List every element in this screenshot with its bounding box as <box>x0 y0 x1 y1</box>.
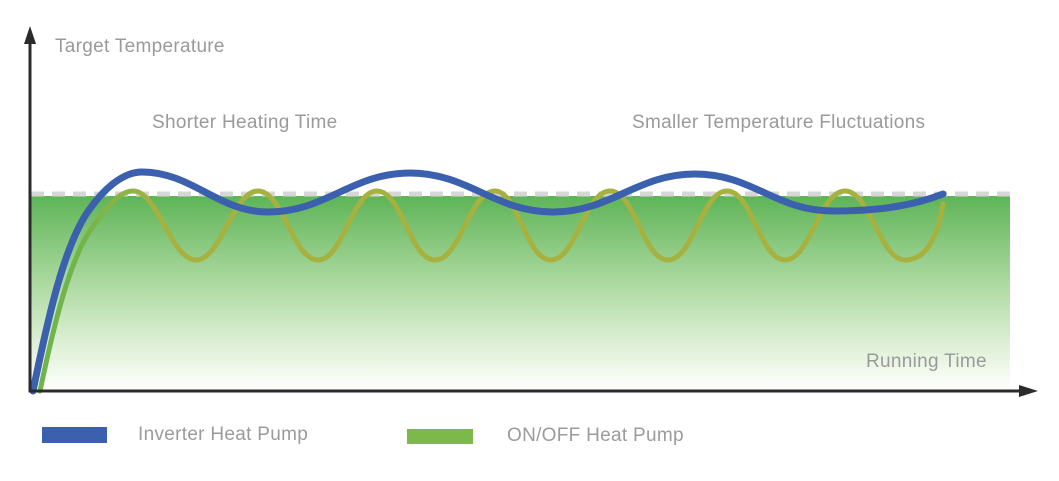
x-axis-arrow-icon <box>1019 385 1038 397</box>
y-axis-arrow-icon <box>24 26 36 44</box>
legend-label-inverter: Inverter Heat Pump <box>138 424 309 445</box>
legend-item-onoff: ON/OFF Heat Pump <box>407 425 684 447</box>
legend-swatch-onoff-rect <box>407 428 473 444</box>
legend-label-onoff: ON/OFF Heat Pump <box>507 425 684 446</box>
x-axis-label: Running Time <box>866 351 987 372</box>
onoff-heat-pump-curve <box>37 188 946 394</box>
y-axis-label: Target Temperature <box>55 36 225 57</box>
legend-item-inverter: Inverter Heat Pump <box>42 424 308 446</box>
target-temperature-area-fill <box>31 196 1010 391</box>
annotation-shorter-heating-time: Shorter Heating Time <box>152 112 338 133</box>
legend-swatch-onoff <box>407 428 473 444</box>
legend-swatch-inverter <box>42 427 107 443</box>
legend-swatch-inverter-rect <box>42 427 107 443</box>
annotation-smaller-temperature-fluctuations: Smaller Temperature Fluctuations <box>632 112 926 133</box>
chart-plot-area <box>24 26 1038 397</box>
inverter-heat-pump-curve <box>29 168 947 395</box>
